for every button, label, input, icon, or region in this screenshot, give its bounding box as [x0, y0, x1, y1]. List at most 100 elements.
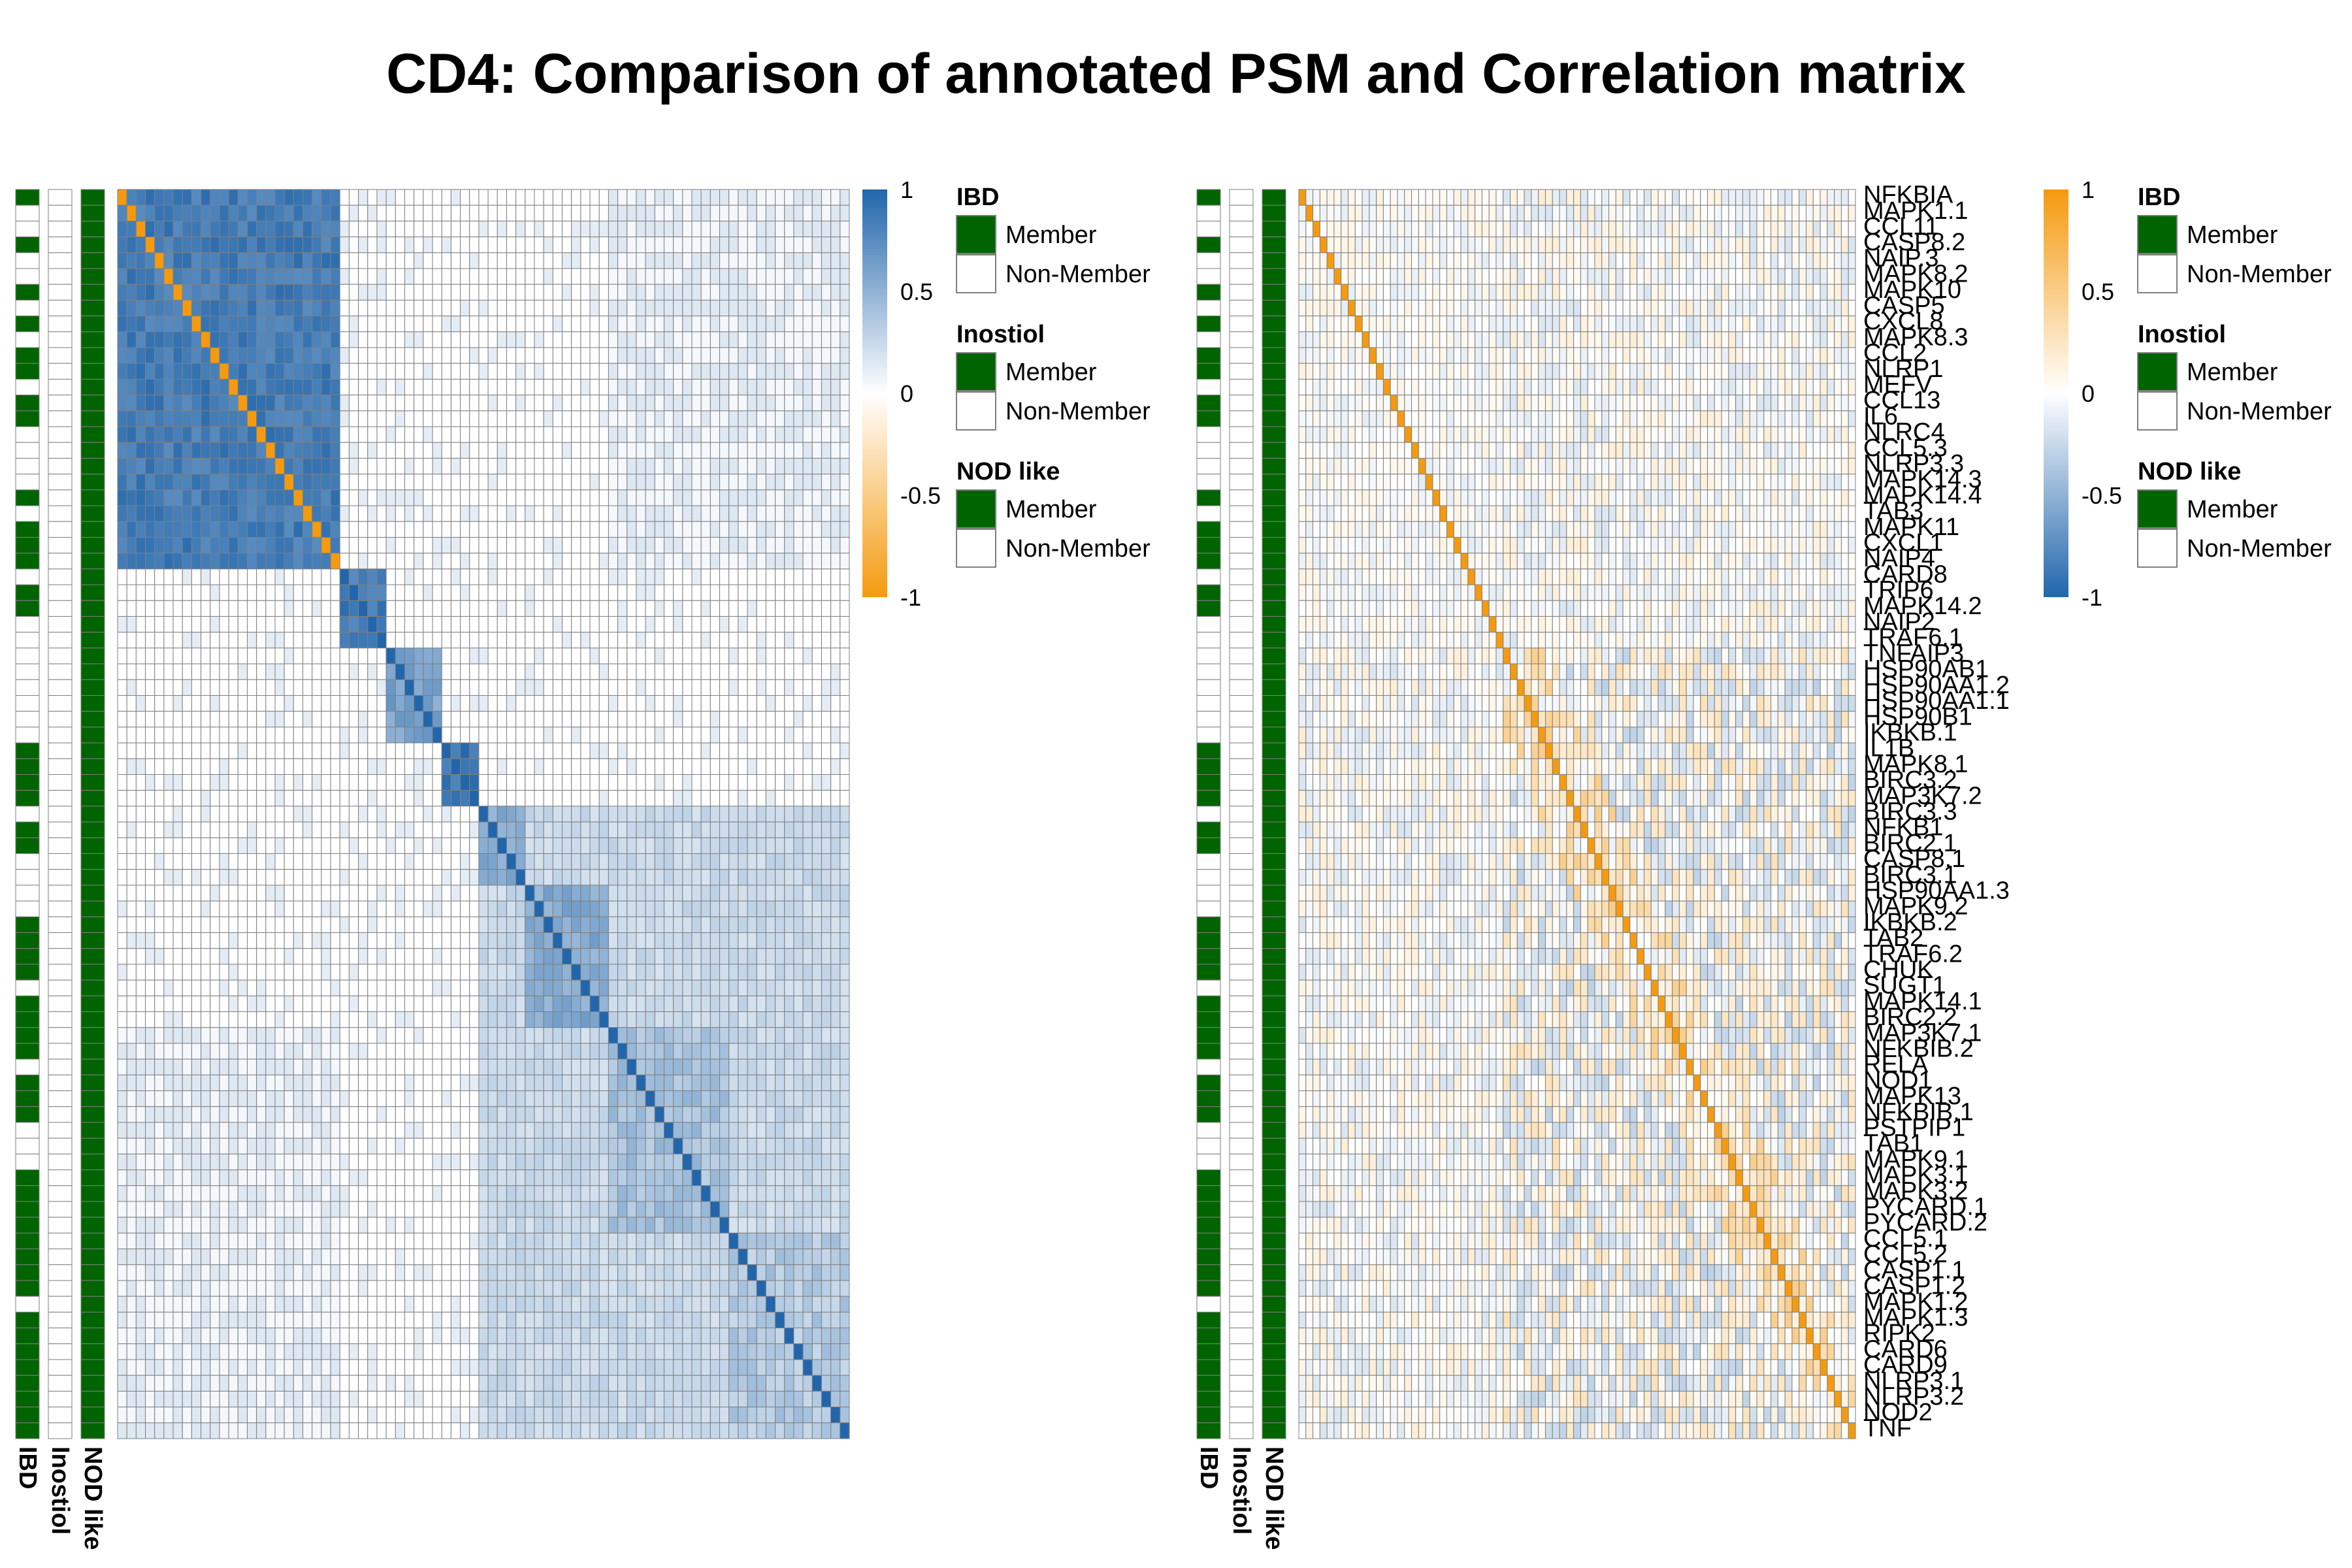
- heatmap-cell: [654, 220, 664, 238]
- heatmap-cell: [404, 632, 415, 649]
- heatmap-cell: [580, 885, 591, 902]
- heatmap-cell: [784, 885, 794, 902]
- heatmap-cell: [330, 299, 340, 317]
- heatmap-cell: [339, 1011, 350, 1028]
- heatmap-cell: [312, 378, 322, 396]
- heatmap-cell: [302, 284, 313, 301]
- heatmap-cell: [330, 711, 340, 728]
- heatmap-cell: [840, 457, 850, 475]
- heatmap-cell: [246, 679, 257, 696]
- heatmap-cell: [580, 426, 591, 443]
- heatmap-cell: [256, 806, 267, 823]
- heatmap-cell: [135, 995, 146, 1013]
- heatmap-cell: [145, 806, 155, 823]
- heatmap-cell: [135, 1122, 146, 1139]
- heatmap-cell: [756, 615, 766, 633]
- heatmap-cell: [367, 204, 378, 221]
- heatmap-cell: [552, 378, 563, 396]
- heatmap-cell: [182, 1058, 192, 1075]
- heatmap-cell: [395, 1011, 406, 1028]
- heatmap-cell: [756, 679, 766, 696]
- heatmap-cell: [525, 837, 535, 855]
- heatmap-cell: [719, 1058, 730, 1075]
- heatmap-cell: [478, 821, 489, 838]
- heatmap-cell: [802, 932, 813, 949]
- heatmap-cell: [126, 189, 137, 206]
- annotation-cell: [48, 1217, 73, 1233]
- heatmap-cell: [645, 189, 655, 206]
- heatmap-cell: [330, 395, 340, 412]
- heatmap-cell: [654, 663, 664, 680]
- annotation-cell: [15, 853, 40, 870]
- heatmap-cell: [562, 426, 572, 443]
- heatmap-cell: [821, 536, 832, 554]
- heatmap-cell: [404, 1027, 415, 1044]
- heatmap-cell: [182, 474, 192, 491]
- heatmap-cell: [469, 426, 480, 443]
- heatmap-cell: [775, 489, 785, 506]
- heatmap-cell: [404, 457, 415, 475]
- heatmap-cell: [284, 632, 294, 649]
- heatmap-cell: [163, 252, 174, 269]
- heatmap-cell: [274, 1043, 285, 1060]
- heatmap-cell: [830, 790, 841, 807]
- heatmap-cell: [274, 916, 285, 934]
- heatmap-cell: [385, 331, 396, 348]
- heatmap-cell: [802, 536, 813, 554]
- heatmap-cell: [339, 790, 350, 807]
- psm-annotation-tracks: IBD Inostiol NOD like: [14, 189, 106, 1550]
- heatmap-cell: [728, 378, 739, 396]
- heatmap-cell: [201, 821, 211, 838]
- heatmap-cell: [312, 916, 322, 934]
- heatmap-cell: [172, 284, 183, 301]
- heatmap-cell: [580, 410, 591, 427]
- heatmap-cell: [645, 600, 655, 617]
- heatmap-cell: [728, 284, 739, 301]
- heatmap-cell: [237, 331, 248, 348]
- heatmap-cell: [117, 663, 127, 680]
- heatmap-cell: [117, 536, 127, 554]
- heatmap-cell: [145, 727, 155, 743]
- heatmap-cell: [293, 1058, 304, 1075]
- heatmap-cell: [312, 568, 322, 585]
- heatmap-cell: [515, 1074, 526, 1092]
- heatmap-cell: [811, 948, 822, 965]
- heatmap-cell: [627, 426, 637, 443]
- heatmap-cell: [636, 837, 646, 855]
- heatmap-cell: [256, 821, 267, 838]
- heatmap-cell: [728, 806, 739, 823]
- heatmap-cell: [395, 711, 406, 728]
- annotation-cell: [48, 711, 73, 728]
- heatmap-cell: [284, 584, 294, 601]
- heatmap-cell: [256, 553, 267, 570]
- heatmap-cell: [145, 1027, 155, 1044]
- heatmap-cell: [441, 568, 451, 585]
- heatmap-cell: [525, 189, 535, 206]
- heatmap-cell: [117, 410, 127, 427]
- heatmap-cell: [265, 1011, 276, 1028]
- heatmap-cell: [441, 316, 451, 333]
- heatmap-cell: [515, 521, 526, 538]
- heatmap-cell: [414, 869, 424, 886]
- heatmap-cell: [367, 995, 378, 1013]
- heatmap-cell: [256, 1058, 267, 1075]
- heatmap-cell: [395, 694, 406, 712]
- heatmap-cell: [738, 821, 748, 838]
- heatmap-cell: [811, 1043, 822, 1060]
- heatmap-cell: [497, 964, 507, 981]
- heatmap-cell: [691, 568, 702, 585]
- heatmap-cell: [246, 615, 257, 633]
- heatmap-cell: [617, 1043, 628, 1060]
- heatmap-cell: [172, 964, 183, 981]
- heatmap-cell: [117, 679, 127, 696]
- heatmap-cell: [293, 853, 304, 870]
- heatmap-cell: [163, 457, 174, 475]
- heatmap-cell: [617, 679, 628, 696]
- heatmap-cell: [395, 615, 406, 633]
- heatmap-cell: [339, 964, 350, 981]
- heatmap-cell: [237, 410, 248, 427]
- heatmap-cell: [450, 316, 461, 333]
- heatmap-cell: [765, 457, 776, 475]
- heatmap-cell: [367, 837, 378, 855]
- heatmap-cell: [571, 1011, 581, 1028]
